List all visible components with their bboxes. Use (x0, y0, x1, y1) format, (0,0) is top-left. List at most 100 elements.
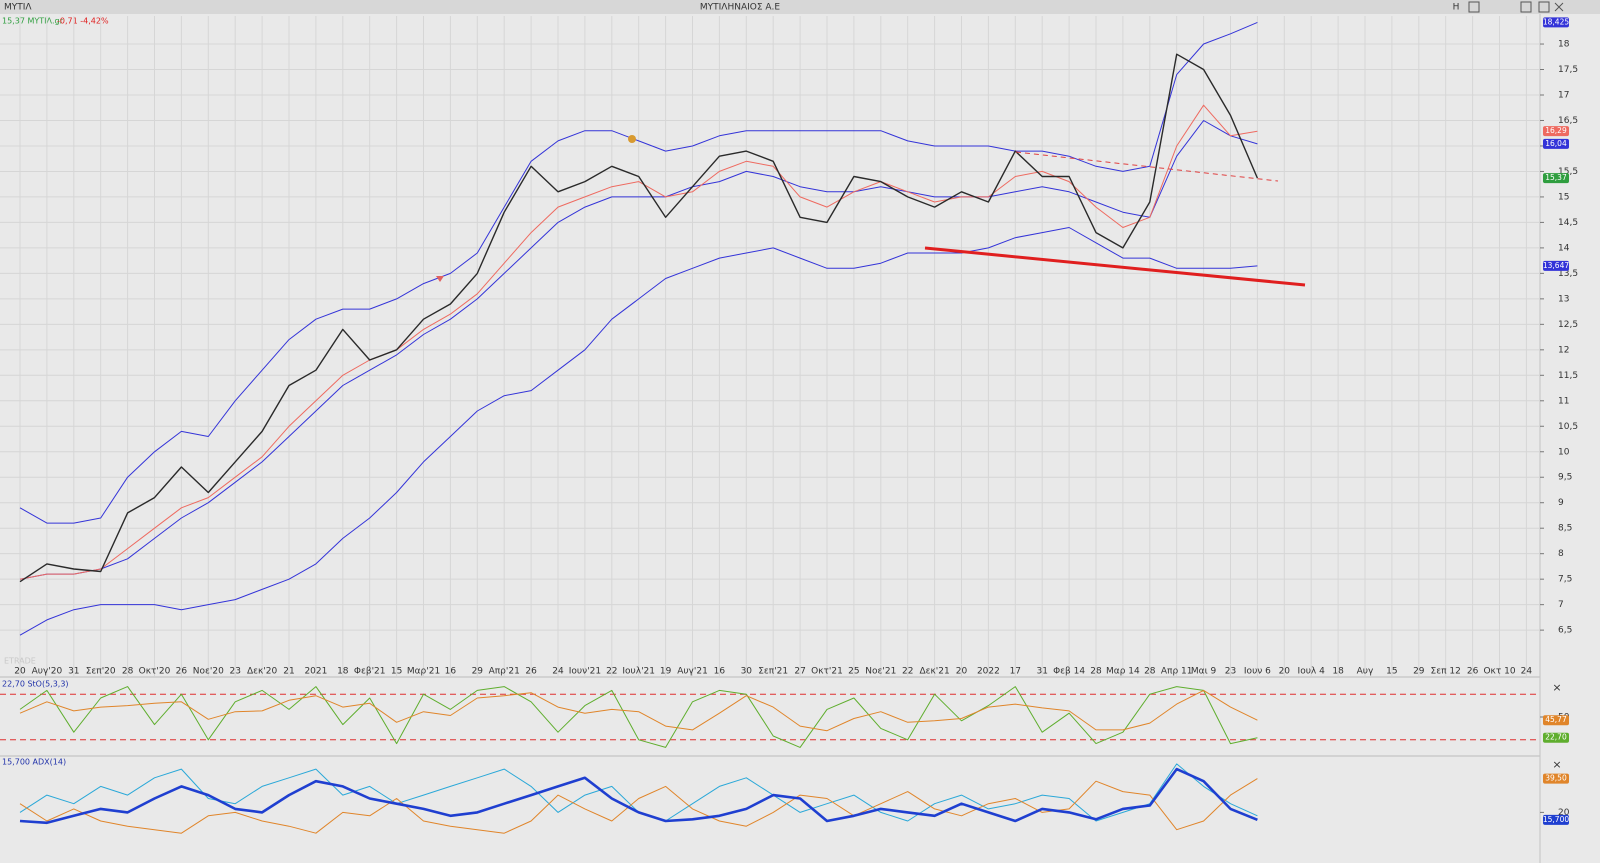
value-label: 16,04 (1545, 139, 1567, 148)
x-tick-label: 2022 (977, 667, 1000, 677)
x-tick-label: 22 (902, 667, 913, 677)
y-tick-label: 7,5 (1558, 575, 1572, 585)
x-tick-label: Σεπ 12 (1431, 667, 1461, 677)
y-tick-label: 8 (1558, 549, 1564, 559)
series-line (19, 120, 1258, 580)
trendline (1015, 151, 1279, 182)
x-tick-label: Οκτ 10 (1483, 667, 1515, 677)
x-tick-label: Απρ 11 (1161, 667, 1193, 677)
value-label: 22,70 (1545, 733, 1567, 742)
value-badge (1543, 126, 1569, 137)
y-tick-label: 18 (1558, 40, 1570, 50)
y-tick-label: 13,5 (1558, 269, 1578, 279)
value-badge (1543, 773, 1569, 784)
chart-title: ΜΥΤΙΛΗΝΑΙΟΣ Α.Ε (700, 3, 781, 13)
value-badge (1543, 814, 1569, 825)
x-tick-label: Απρ'21 (489, 667, 520, 677)
value-label: 18,425 (1543, 17, 1569, 26)
y-tick-label: 11 (1558, 396, 1569, 406)
x-tick-label: 25 (848, 667, 859, 677)
x-tick-label: Ιουν'21 (569, 667, 601, 677)
value-badge (1543, 715, 1569, 726)
x-tick-label: 26 (1467, 667, 1479, 677)
window-button[interactable] (1468, 1, 1480, 13)
y-tick-label: 14,5 (1558, 218, 1578, 228)
x-tick-label: 24 (552, 667, 564, 677)
y-tick-label: 12 (1558, 345, 1569, 355)
quote-change: -0,71 -4,42% (57, 17, 109, 26)
x-tick-label: 16 (445, 667, 457, 677)
value-badge (1543, 732, 1569, 743)
x-tick-label: 18 (337, 667, 349, 677)
period-button[interactable]: H (1453, 3, 1460, 13)
x-tick-label: Ιουλ'21 (622, 667, 655, 677)
y-tick-label: 14 (1558, 243, 1570, 253)
x-tick-label: 20 (14, 667, 26, 677)
x-tick-label: Νοε'20 (193, 667, 224, 677)
x-tick-label: 29 (472, 667, 484, 677)
y-tick-label: 8,5 (1558, 524, 1572, 534)
window-button[interactable] (1538, 1, 1550, 13)
y-tick-label: 17,5 (1558, 65, 1578, 75)
panel-close[interactable]: × (1552, 681, 1561, 694)
x-tick-label: 17 (1010, 667, 1021, 677)
x-tick-label: Φεβ'21 (354, 667, 386, 677)
value-label: 16,29 (1545, 126, 1567, 135)
x-tick-label: Οκτ'20 (139, 667, 171, 677)
value-badge (1543, 138, 1569, 149)
y-tick-label: 20 (1558, 808, 1570, 818)
x-tick-label: 31 (68, 667, 79, 677)
x-tick-label: 28 (1090, 667, 1102, 677)
window-button[interactable] (1520, 1, 1532, 13)
signal-marker (436, 276, 444, 282)
x-tick-label: 20 (956, 667, 968, 677)
y-tick-label: 10,5 (1558, 422, 1578, 432)
x-tick-label: 23 (229, 667, 240, 677)
value-badge (1543, 260, 1569, 271)
x-tick-label: Αυγ'21 (677, 667, 708, 677)
value-label: 39,50 (1545, 774, 1567, 783)
series-line (19, 689, 1258, 732)
x-tick-label: Οκτ'21 (811, 667, 843, 677)
value-badge (1543, 17, 1569, 28)
value-label: 15,700 (1543, 815, 1569, 824)
close-button[interactable] (1554, 2, 1564, 12)
x-tick-label: 15 (1386, 667, 1397, 677)
x-tick-label: Φεβ 14 (1053, 667, 1085, 677)
y-tick-label: 11,5 (1558, 371, 1578, 381)
value-label: 13,647 (1543, 261, 1569, 270)
series-line (19, 227, 1258, 636)
x-tick-label: 26 (176, 667, 188, 677)
y-tick-label: 17 (1558, 90, 1569, 100)
x-tick-label: Μαι 9 (1191, 667, 1217, 677)
x-tick-label: 21 (283, 667, 294, 677)
x-tick-label: 19 (660, 667, 672, 677)
x-tick-label: Νοε'21 (865, 667, 896, 677)
y-tick-label: 12,5 (1558, 320, 1578, 330)
y-tick-label: 15 (1558, 192, 1569, 202)
x-tick-label: Ιουν 6 (1244, 667, 1271, 677)
y-tick-label: 9,5 (1558, 473, 1572, 483)
panel-title: 15,700 ADX(14) (2, 758, 66, 767)
x-tick-label: 26 (525, 667, 537, 677)
x-tick-label: Ιουλ 4 (1298, 667, 1326, 677)
series-line (19, 53, 1259, 583)
x-tick-label: Αυγ'20 (32, 667, 63, 677)
y-tick-label: 7 (1558, 600, 1564, 610)
y-tick-label: 6,5 (1558, 626, 1572, 636)
value-label: 45,77 (1545, 715, 1567, 724)
title-bar (0, 0, 1600, 14)
panel-close[interactable]: × (1552, 758, 1561, 771)
x-tick-label: Αυγ (1357, 667, 1374, 677)
panel-title: 22,70 StO(5,3,3) (2, 680, 69, 689)
x-tick-label: 15 (391, 667, 402, 677)
value-label: 15,37 (1545, 173, 1567, 182)
x-tick-label: Μαρ 14 (1106, 667, 1140, 677)
x-tick-label: 24 (1521, 667, 1533, 677)
x-tick-label: 31 (1036, 667, 1047, 677)
x-tick-label: Μαρ'21 (407, 667, 440, 677)
value-badge (1543, 173, 1569, 184)
x-tick-label: 2021 (304, 667, 327, 677)
